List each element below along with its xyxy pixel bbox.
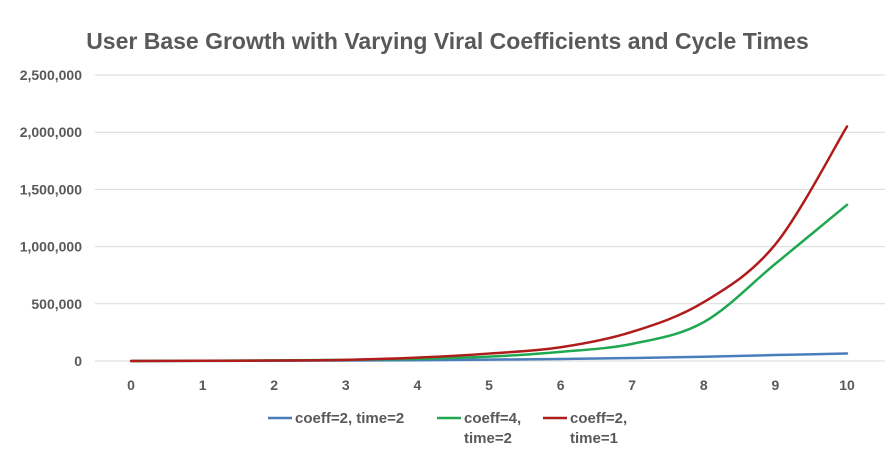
gridlines [95, 74, 885, 362]
x-tick-label: 7 [628, 377, 636, 393]
y-axis-ticks: 0 500,000 1,000,000 1,500,000 2,000,000 2,500… [20, 67, 83, 369]
legend-label: time=2 [464, 430, 512, 447]
y-tick-label: 0 [74, 353, 82, 369]
x-tick-label: 5 [485, 377, 493, 393]
x-tick-label: 8 [700, 377, 708, 393]
legend: coeff=2, time=2 coeff=4, time=2 coeff=2, tim… [268, 410, 627, 447]
x-tick-label: 1 [199, 377, 207, 393]
chart-title: User Base Growth with Varying Viral Coef… [86, 28, 809, 54]
legend-label: coeff=2, time=2 [295, 410, 404, 427]
y-tick-label: 2,500,000 [20, 67, 82, 83]
series-lines [129, 125, 849, 363]
x-tick-label: 2 [270, 377, 278, 393]
x-tick-label: 10 [839, 377, 855, 393]
y-tick-label: 1,500,000 [20, 181, 82, 197]
legend-label: time=1 [570, 430, 618, 447]
x-axis-ticks: 0 1 2 3 4 5 6 7 8 9 10 [127, 377, 855, 393]
x-tick-label: 4 [414, 377, 422, 393]
x-tick-label: 3 [342, 377, 350, 393]
x-tick-label: 9 [772, 377, 780, 393]
y-tick-label: 2,000,000 [20, 124, 82, 140]
x-tick-label: 6 [557, 377, 565, 393]
legend-label: coeff=4, [464, 410, 521, 427]
series-line-2 [129, 203, 849, 363]
legend-label: coeff=2, [570, 410, 627, 427]
series-line-3 [129, 125, 849, 363]
x-tick-label: 0 [127, 377, 135, 393]
y-tick-label: 500,000 [31, 296, 82, 312]
y-tick-label: 1,000,000 [20, 239, 82, 255]
